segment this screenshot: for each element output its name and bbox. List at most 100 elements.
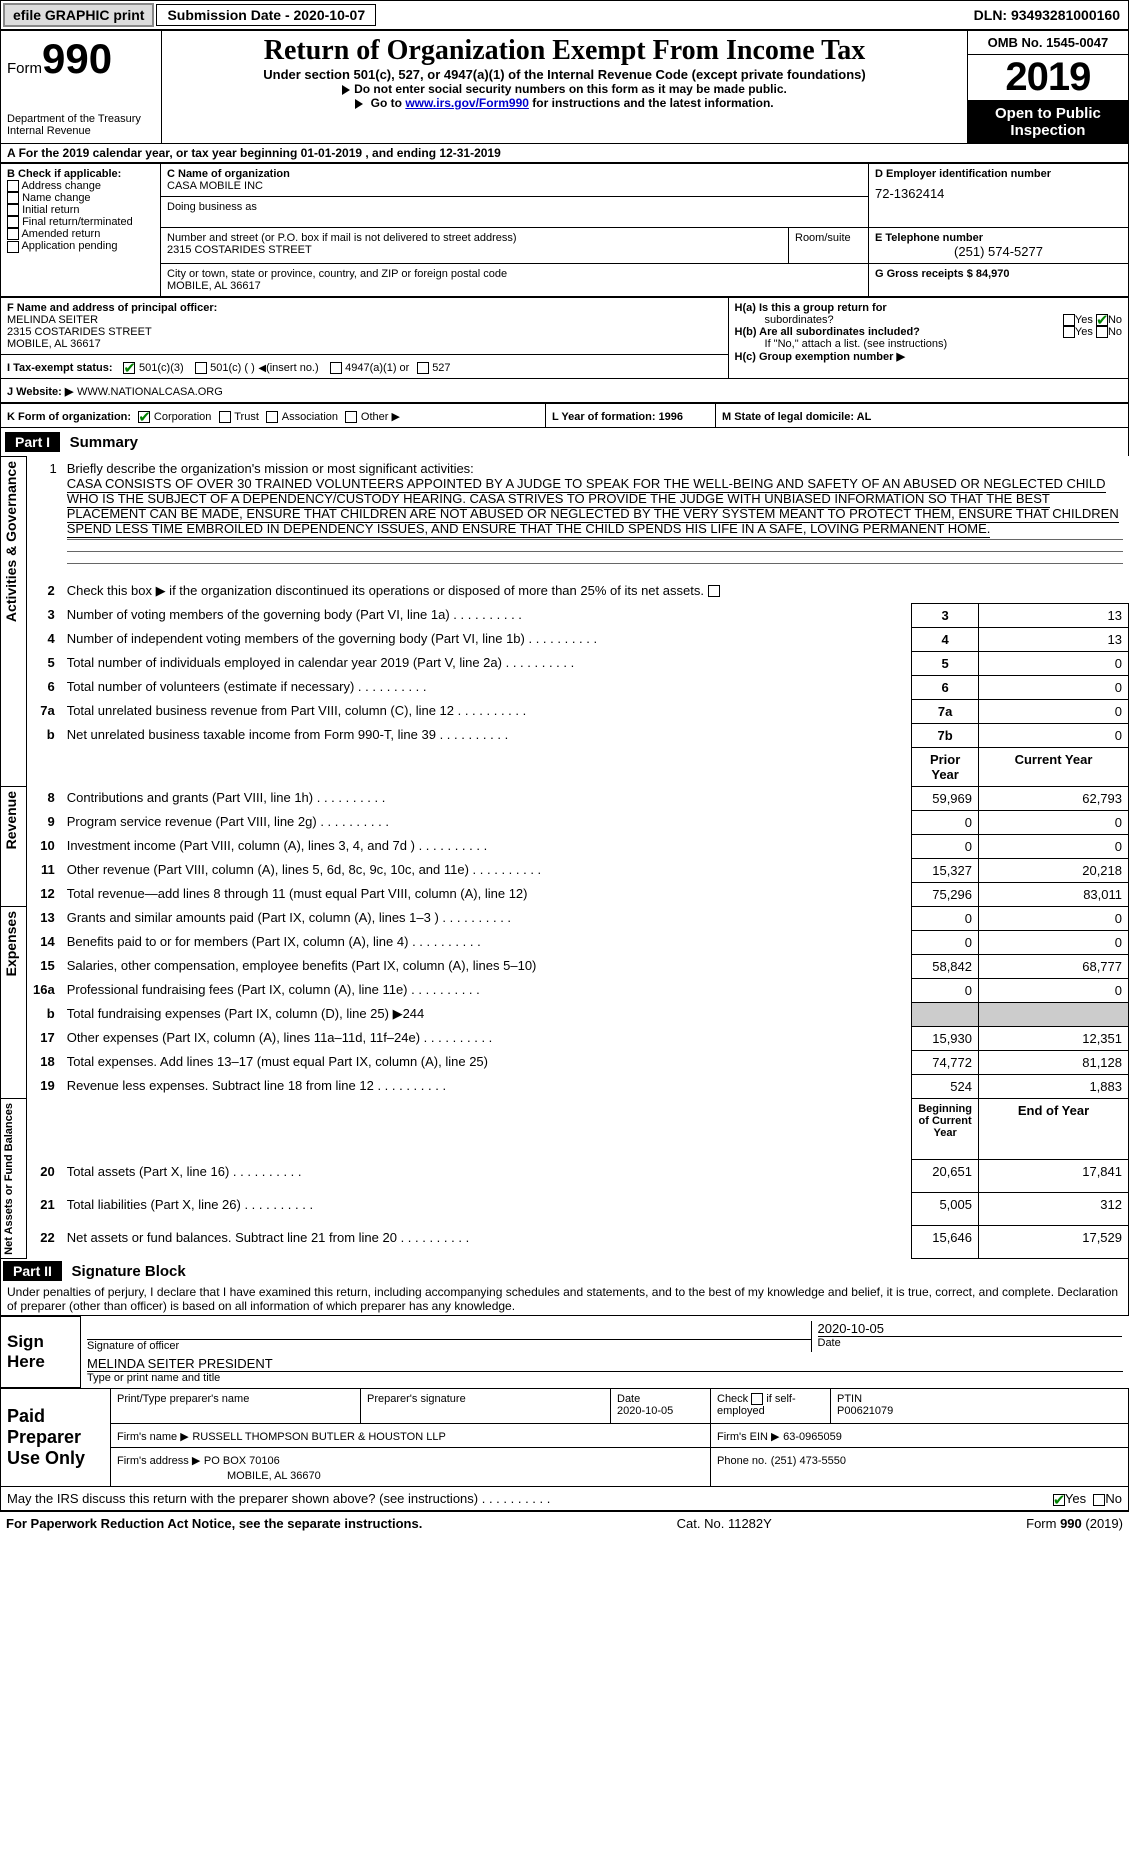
ln: 9 — [27, 810, 61, 834]
prep-date: 2020-10-05 — [617, 1405, 704, 1417]
l2-checkbox[interactable] — [708, 585, 720, 597]
box-k-label: K Form of organization: — [7, 411, 131, 423]
box-m: M State of legal domicile: AL — [722, 411, 871, 423]
cur-val: 17,529 — [979, 1226, 1129, 1259]
discuss-no-checkbox[interactable] — [1093, 1494, 1105, 1506]
amended-return-label: Amended return — [21, 228, 100, 240]
section-a-text: For the 2019 calendar year, or tax year … — [19, 146, 501, 160]
form-header: Form990 Department of the Treasury Inter… — [0, 30, 1129, 144]
corp-checkbox[interactable] — [138, 411, 150, 423]
end-year-hdr: End of Year — [979, 1098, 1129, 1160]
prior-val: 5,005 — [912, 1193, 979, 1226]
discuss-yes-checkbox[interactable] — [1053, 1494, 1065, 1506]
box-i-label: I Tax-exempt status: — [7, 362, 113, 374]
app-pending-checkbox[interactable] — [7, 241, 19, 253]
ln: 14 — [27, 930, 61, 954]
501c-checkbox[interactable] — [195, 362, 207, 374]
dept-treasury: Department of the Treasury — [7, 113, 155, 125]
ha-yes-checkbox[interactable] — [1063, 314, 1075, 326]
initial-return-label: Initial return — [22, 204, 79, 216]
ha-no-checkbox[interactable] — [1096, 314, 1108, 326]
efile-print-button[interactable]: efile GRAPHIC print — [3, 3, 154, 27]
final-return-checkbox[interactable] — [7, 216, 19, 228]
dba-label: Doing business as — [167, 201, 862, 213]
box-l: L Year of formation: 1996 — [552, 411, 683, 423]
hb-label: H(b) Are all subordinates included? — [735, 326, 920, 338]
prior-val: 15,930 — [912, 1026, 979, 1050]
self-emp-checkbox[interactable] — [751, 1393, 763, 1405]
line-text: Benefits paid to or for members (Part IX… — [67, 934, 481, 949]
line-text: Total assets (Part X, line 16) — [67, 1164, 302, 1179]
line-text: Salaries, other compensation, employee b… — [67, 958, 537, 973]
omb-number: OMB No. 1545-0047 — [968, 31, 1128, 55]
line-text: Other expenses (Part IX, column (A), lin… — [67, 1030, 493, 1045]
line-text: Investment income (Part VIII, column (A)… — [67, 838, 488, 853]
prior-val: 15,327 — [912, 858, 979, 882]
sig-date-value: 2020-10-05 — [818, 1321, 1123, 1336]
name-change-checkbox[interactable] — [7, 192, 19, 204]
ln: 10 — [27, 834, 61, 858]
other-checkbox[interactable] — [345, 411, 357, 423]
line-text: Total expenses. Add lines 13–17 (must eq… — [67, 1054, 488, 1069]
discuss-question: May the IRS discuss this return with the… — [7, 1491, 550, 1506]
line-col: 6 — [912, 675, 979, 699]
check-if-label: Check — [717, 1393, 748, 1405]
other-label: Other ▶ — [361, 411, 400, 423]
prior-val: 0 — [912, 834, 979, 858]
footer-form-num: 990 — [1060, 1516, 1082, 1531]
type-name-label: Type or print name and title — [87, 1371, 1123, 1384]
ln: 22 — [27, 1226, 61, 1259]
irs-link[interactable]: www.irs.gov/Form990 — [405, 96, 529, 110]
527-label: 527 — [432, 362, 450, 374]
cur-val: 0 — [979, 978, 1129, 1002]
phone-value: (251) 574-5277 — [875, 244, 1122, 259]
grey-cell — [912, 1002, 979, 1026]
hb-yes-checkbox[interactable] — [1063, 326, 1075, 338]
501c-label: 501(c) ( ) — [210, 362, 255, 374]
prior-val: 75,296 — [912, 882, 979, 906]
ln: 20 — [27, 1160, 61, 1193]
assoc-checkbox[interactable] — [266, 411, 278, 423]
line-text: Revenue less expenses. Subtract line 18 … — [67, 1078, 446, 1093]
prior-val: 524 — [912, 1074, 979, 1098]
ha-label: H(a) Is this a group return for — [735, 302, 887, 314]
cur-val: 12,351 — [979, 1026, 1129, 1050]
website-value: WWW.NATIONALCASA.ORG — [77, 386, 223, 398]
box-g-label: G Gross receipts $ 84,970 — [875, 268, 1122, 280]
cur-val: 81,128 — [979, 1050, 1129, 1074]
cur-val: 1,883 — [979, 1074, 1129, 1098]
line-text: Contributions and grants (Part VIII, lin… — [67, 790, 386, 805]
hb-no-checkbox[interactable] — [1096, 326, 1108, 338]
date-label2: Date — [617, 1393, 704, 1405]
address-change-checkbox[interactable] — [7, 180, 19, 192]
prior-val: 20,651 — [912, 1160, 979, 1193]
part2-header: Part II — [3, 1261, 62, 1281]
amended-return-checkbox[interactable] — [7, 228, 19, 240]
ln: 19 — [27, 1074, 61, 1098]
ln: b — [27, 723, 61, 747]
prior-val: 74,772 — [912, 1050, 979, 1074]
phone-label: Phone no. — [717, 1455, 767, 1467]
4947-checkbox[interactable] — [330, 362, 342, 374]
cur-val: 0 — [979, 906, 1129, 930]
trust-checkbox[interactable] — [219, 411, 231, 423]
527-checkbox[interactable] — [417, 362, 429, 374]
box-e-label: E Telephone number — [875, 232, 1122, 244]
line-col: 4 — [912, 627, 979, 651]
initial-return-checkbox[interactable] — [7, 204, 19, 216]
no-label: No — [1105, 1491, 1122, 1506]
firm-ein: 63-0965059 — [783, 1431, 842, 1443]
hb-note: If "No," attach a list. (see instruction… — [735, 338, 1122, 350]
ln: 15 — [27, 954, 61, 978]
501c3-checkbox[interactable] — [123, 362, 135, 374]
line-val: 13 — [979, 627, 1129, 651]
form-number: 990 — [42, 35, 112, 82]
page-footer: For Paperwork Reduction Act Notice, see … — [0, 1511, 1129, 1535]
paid-preparer-label: Paid Preparer Use Only — [1, 1389, 111, 1487]
line-val: 0 — [979, 675, 1129, 699]
officer-city: MOBILE, AL 36617 — [7, 338, 722, 350]
arrow-icon — [355, 99, 363, 109]
prep-sig-label: Preparer's signature — [367, 1393, 604, 1405]
cur-val: 0 — [979, 834, 1129, 858]
ln: 6 — [27, 675, 61, 699]
